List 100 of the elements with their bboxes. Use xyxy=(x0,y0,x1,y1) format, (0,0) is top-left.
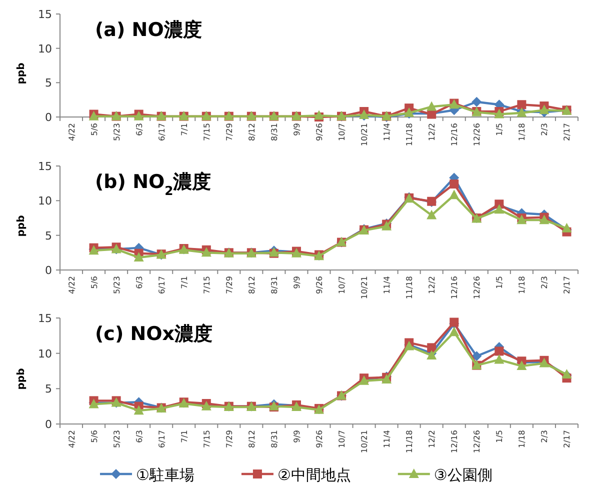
x-tick-label: 8/12 xyxy=(247,276,256,294)
x-tick-label: 10/21 xyxy=(360,430,370,454)
x-tick-label: 2/17 xyxy=(562,276,572,294)
y-axis-title: ppb xyxy=(16,62,27,84)
point xyxy=(449,326,460,336)
point xyxy=(427,343,436,352)
x-tick-label: 11/18 xyxy=(405,430,414,454)
point xyxy=(516,360,527,370)
x-tick-label: 6/3 xyxy=(134,123,144,136)
y-tick-label: 5 xyxy=(45,382,52,396)
x-tick-label: 12/26 xyxy=(472,430,482,454)
x-tick-label: 4/22 xyxy=(67,430,76,448)
point xyxy=(539,104,550,114)
point xyxy=(134,252,144,262)
x-tick-label: 9/9 xyxy=(292,123,302,136)
point xyxy=(426,101,437,111)
x-tick-label: 12/26 xyxy=(472,276,482,300)
y-tick-label: 0 xyxy=(45,111,52,124)
y-tick-label: 0 xyxy=(45,418,52,431)
point xyxy=(494,204,504,214)
point xyxy=(134,405,144,415)
x-tick-label: 6/3 xyxy=(134,276,144,289)
legend-label: ③公園側 xyxy=(434,466,492,484)
x-tick-label: 5/23 xyxy=(112,430,122,448)
x-tick-label: 7/29 xyxy=(224,123,234,141)
x-tick-label: 1/18 xyxy=(518,123,527,141)
x-tick-label: 9/9 xyxy=(292,430,302,443)
chart-title: (c) NOx濃度 xyxy=(95,323,213,345)
x-tick-label: 2/17 xyxy=(562,123,572,141)
y-tick-label: 15 xyxy=(38,8,52,21)
x-tick-label: 11/4 xyxy=(382,276,392,294)
y-tick-label: 5 xyxy=(45,229,52,242)
x-tick-label: 4/22 xyxy=(67,276,76,294)
x-tick-label: 7/15 xyxy=(202,430,212,448)
x-tick-label: 7/1 xyxy=(180,276,189,289)
x-tick-label: 7/15 xyxy=(202,276,212,294)
point xyxy=(426,210,437,220)
x-tick-label: 4/22 xyxy=(67,123,76,141)
x-tick-label: 7/1 xyxy=(180,123,189,136)
x-tick-label: 5/6 xyxy=(90,123,99,136)
x-tick-label: 2/17 xyxy=(562,430,572,448)
x-tick-label: 2/3 xyxy=(540,123,550,136)
x-tick-label: 12/2 xyxy=(428,123,437,141)
y-tick-label: 5 xyxy=(45,76,52,90)
y-tick-label: 15 xyxy=(38,160,52,173)
x-tick-label: 8/12 xyxy=(247,123,256,141)
y-tick-label: 0 xyxy=(45,264,52,277)
x-tick-label: 11/18 xyxy=(405,123,414,146)
x-tick-label: 10/7 xyxy=(338,123,347,141)
y-tick-label: 15 xyxy=(38,312,52,325)
x-tick-label: 1/18 xyxy=(518,276,527,294)
x-tick-label: 9/26 xyxy=(315,430,324,448)
x-tick-label: 12/26 xyxy=(472,123,482,146)
x-tick-label: 9/26 xyxy=(315,123,324,141)
x-tick-label: 9/26 xyxy=(315,276,324,294)
x-tick-label: 1/5 xyxy=(495,123,504,136)
point xyxy=(472,351,482,362)
point xyxy=(449,190,460,200)
x-tick-label: 5/23 xyxy=(112,123,122,141)
y-tick-label: 10 xyxy=(38,347,52,360)
x-tick-label: 8/31 xyxy=(270,276,279,294)
x-tick-label: 5/6 xyxy=(90,276,99,289)
x-tick-label: 11/18 xyxy=(405,276,414,300)
point xyxy=(494,354,504,364)
x-tick-label: 2/3 xyxy=(540,276,550,289)
legend-label: ②中間地点 xyxy=(277,466,351,484)
x-tick-label: 8/12 xyxy=(247,430,256,448)
x-tick-label: 7/1 xyxy=(180,430,189,443)
x-tick-label: 7/15 xyxy=(202,123,212,141)
x-tick-label: 9/9 xyxy=(292,276,302,289)
x-tick-label: 2/3 xyxy=(540,430,550,443)
point xyxy=(539,214,550,224)
x-tick-label: 7/29 xyxy=(224,276,234,294)
x-tick-label: 12/16 xyxy=(450,123,460,146)
x-tick-label: 12/2 xyxy=(428,430,437,448)
point xyxy=(450,180,459,189)
x-tick-label: 1/18 xyxy=(518,430,527,448)
point xyxy=(472,96,482,107)
x-tick-label: 10/21 xyxy=(360,276,370,300)
x-tick-label: 6/17 xyxy=(157,123,166,141)
x-tick-label: 11/4 xyxy=(382,123,392,141)
point xyxy=(562,222,572,232)
x-tick-label: 7/29 xyxy=(224,430,234,448)
x-tick-label: 6/17 xyxy=(157,276,166,294)
legend-label: ①駐車場 xyxy=(136,466,194,484)
x-tick-label: 10/21 xyxy=(360,123,370,146)
y-axis-title: ppb xyxy=(16,215,27,237)
y-axis-title: ppb xyxy=(16,368,27,390)
x-tick-label: 10/7 xyxy=(338,430,347,448)
chart-title: (a) NO濃度 xyxy=(95,19,202,41)
x-tick-label: 12/16 xyxy=(450,430,460,454)
chart-title: (b) NO$_{2}$濃度 xyxy=(95,171,212,198)
x-tick-label: 6/3 xyxy=(134,430,144,443)
y-tick-label: 10 xyxy=(38,42,52,56)
x-tick-label: 1/5 xyxy=(495,276,504,289)
x-tick-label: 12/2 xyxy=(428,276,437,294)
y-tick-label: 10 xyxy=(38,194,52,208)
x-tick-label: 11/4 xyxy=(382,430,392,448)
x-tick-label: 5/6 xyxy=(90,430,99,443)
x-tick-label: 8/31 xyxy=(270,430,279,448)
